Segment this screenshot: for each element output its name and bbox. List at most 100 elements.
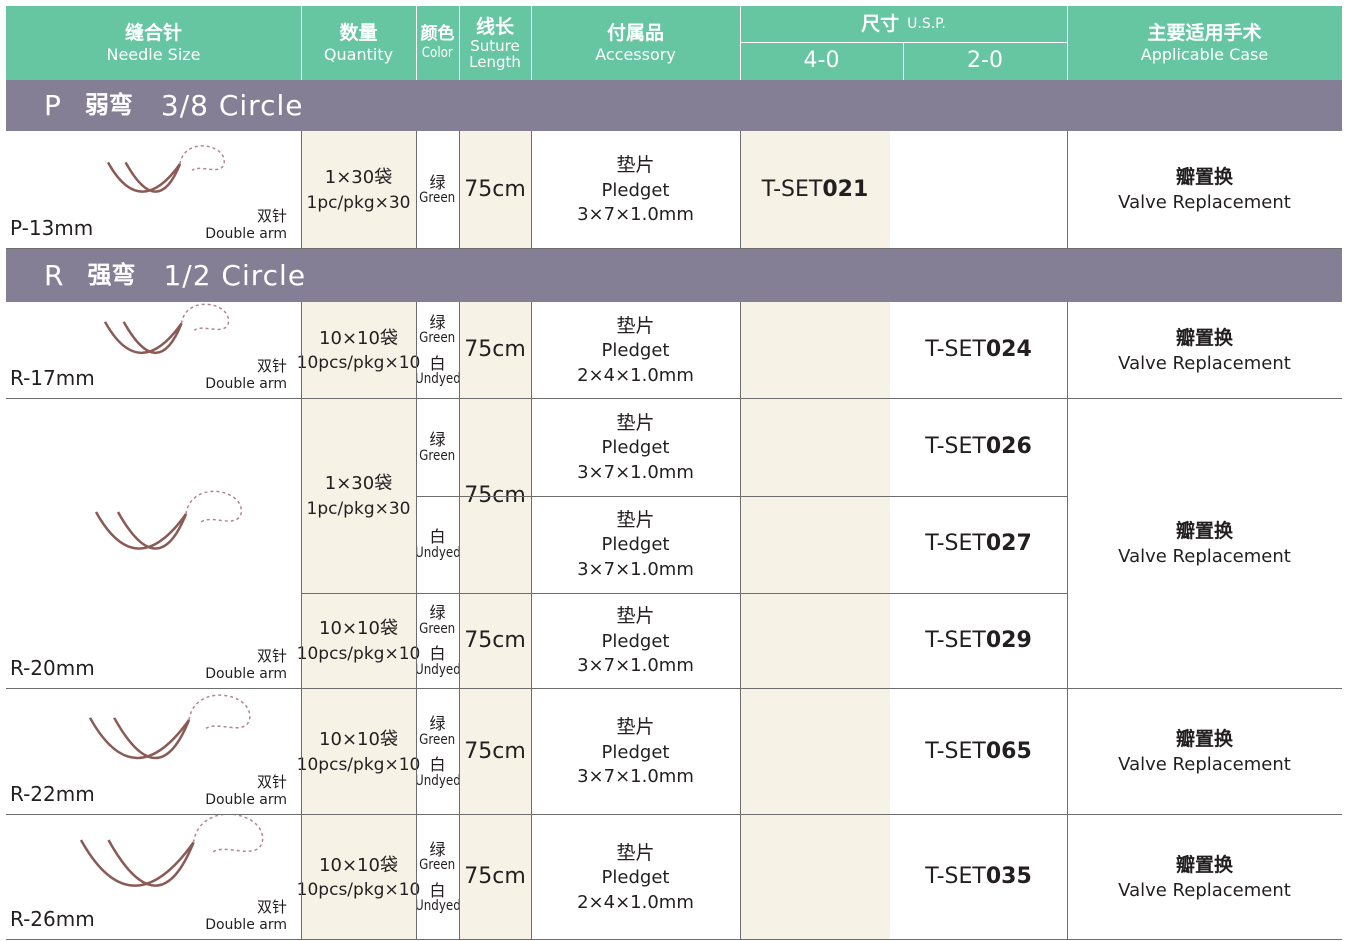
product-code-text: T-SET (925, 434, 986, 460)
applicable-case-text: 瓣置换 (1176, 728, 1233, 751)
accessory-text: Pledget (602, 867, 670, 889)
quantity-text: 10×10袋 (319, 328, 398, 350)
quantity-text: 1pc/pkg×30 (307, 499, 411, 519)
product-code: T-SET035 (890, 815, 1067, 940)
needle-size: R-26mm (10, 904, 160, 934)
color-text: Undyed (415, 546, 461, 561)
accessory: 垫片Pledget2×4×1.0mm (531, 815, 740, 940)
color-text: Undyed (415, 663, 461, 678)
column-divider (531, 6, 532, 80)
color-text: 绿 (429, 314, 445, 332)
section-title: P弱弯3/8 Circle (44, 80, 444, 131)
needle-arm-text: Double arm (205, 376, 287, 392)
applicable-case-text: 瓣置换 (1176, 520, 1233, 543)
header-cell-text: 4-0 (804, 48, 840, 74)
accessory-text: 3×7×1.0mm (577, 462, 694, 484)
quantity-text: 10pcs/pkg×10 (297, 353, 421, 373)
quantity-text: 10pcs/pkg×10 (297, 644, 421, 664)
color: 绿Green (416, 131, 459, 249)
color-text: Green (419, 622, 455, 637)
accessory-text: Pledget (602, 437, 670, 459)
section-title-text: 3/8 Circle (161, 89, 304, 123)
needle-arm: 双针Double arm (150, 643, 287, 687)
section-title-text: 强弯 (87, 261, 135, 290)
column-divider (740, 6, 741, 80)
applicable-case-text: 瓣置换 (1176, 854, 1233, 877)
column-divider (1067, 131, 1068, 249)
header-cell: 颜色Color (416, 6, 459, 80)
applicable-case-text: Valve Replacement (1118, 880, 1291, 902)
product-code-text: 035 (986, 864, 1032, 890)
accessory-text: 3×7×1.0mm (577, 655, 694, 677)
needle-arm-text: Double arm (205, 917, 287, 933)
quantity-text: 10×10袋 (319, 855, 398, 877)
column-divider (459, 689, 460, 815)
quantity: 10×10袋10pcs/pkg×10 (301, 689, 416, 815)
product-code-text: T-SET (925, 628, 986, 654)
needle-size-text: R-20mm (10, 656, 95, 680)
column-divider (1067, 399, 1068, 689)
header-cell-text: 2-0 (967, 48, 1003, 74)
color-text: Green (419, 733, 455, 748)
header-cell-text: Applicable Case (1141, 45, 1268, 64)
column-divider (416, 131, 417, 249)
header-cell-text: Suture (470, 38, 519, 54)
column-divider (301, 6, 302, 80)
product-code-text: 024 (986, 337, 1032, 363)
column-divider (740, 815, 741, 940)
section-title-text: P (44, 89, 61, 123)
header-cell: 4-0 (740, 43, 903, 80)
color-text: Undyed (415, 899, 461, 914)
needle-size: R-20mm (10, 653, 160, 683)
column-divider (416, 302, 417, 399)
applicable-case-text: 瓣置换 (1176, 327, 1233, 350)
color: 绿Green白Undyed (416, 593, 459, 689)
product-code: T-SET027 (890, 496, 1067, 593)
accessory: 垫片Pledget2×4×1.0mm (531, 302, 740, 399)
accessory-text: Pledget (602, 340, 670, 362)
suture-length-text: 75cm (464, 739, 526, 765)
column-divider (1067, 815, 1068, 940)
quantity-text: 10×10袋 (319, 729, 398, 751)
shade (740, 815, 890, 940)
shade (740, 302, 890, 399)
column-divider (531, 399, 532, 689)
accessory-text: 3×7×1.0mm (577, 559, 694, 581)
applicable-case-text: Valve Replacement (1118, 754, 1291, 776)
product-code: T-SET021 (740, 131, 890, 249)
product-code-text: 029 (986, 628, 1032, 654)
accessory-text: 3×7×1.0mm (577, 204, 694, 226)
header-cell-text: 尺寸 (861, 13, 899, 36)
accessory-text: 垫片 (616, 315, 654, 338)
product-code-text: T-SET (925, 337, 986, 363)
column-divider (416, 815, 417, 940)
color-text: 白 (429, 355, 445, 373)
needle-size-text: P-13mm (10, 216, 93, 240)
color-text: 白 (429, 645, 445, 663)
column-divider (301, 815, 302, 940)
header-cell-text: Needle Size (106, 45, 200, 64)
color: 白Undyed (416, 496, 459, 593)
color: 绿Green白Undyed (416, 302, 459, 399)
suture-length: 75cm (459, 689, 531, 815)
quantity-text: 10pcs/pkg×10 (297, 755, 421, 775)
product-code-text: 027 (986, 531, 1032, 557)
header-cell: 线长SutureLength (459, 6, 531, 80)
column-divider (459, 815, 460, 940)
needle-arm-text: 双针 (257, 774, 287, 791)
quantity: 1×30袋1pc/pkg×30 (301, 399, 416, 593)
applicable-case-text: Valve Replacement (1118, 353, 1291, 375)
shade (740, 399, 890, 689)
suture-length-text: 75cm (464, 177, 526, 203)
column-divider (459, 131, 460, 249)
quantity: 1×30袋1pc/pkg×30 (301, 131, 416, 249)
product-code-text: 021 (822, 177, 868, 203)
color-text: 白 (429, 528, 445, 546)
header-cell-text: 颜色 (421, 24, 455, 44)
suture-length-text: 75cm (464, 628, 526, 654)
column-divider (903, 43, 904, 80)
color-text: 绿 (429, 431, 445, 449)
shade (740, 689, 890, 815)
suture-length: 75cm (459, 131, 531, 249)
quantity-text: 1×30袋 (325, 167, 392, 189)
